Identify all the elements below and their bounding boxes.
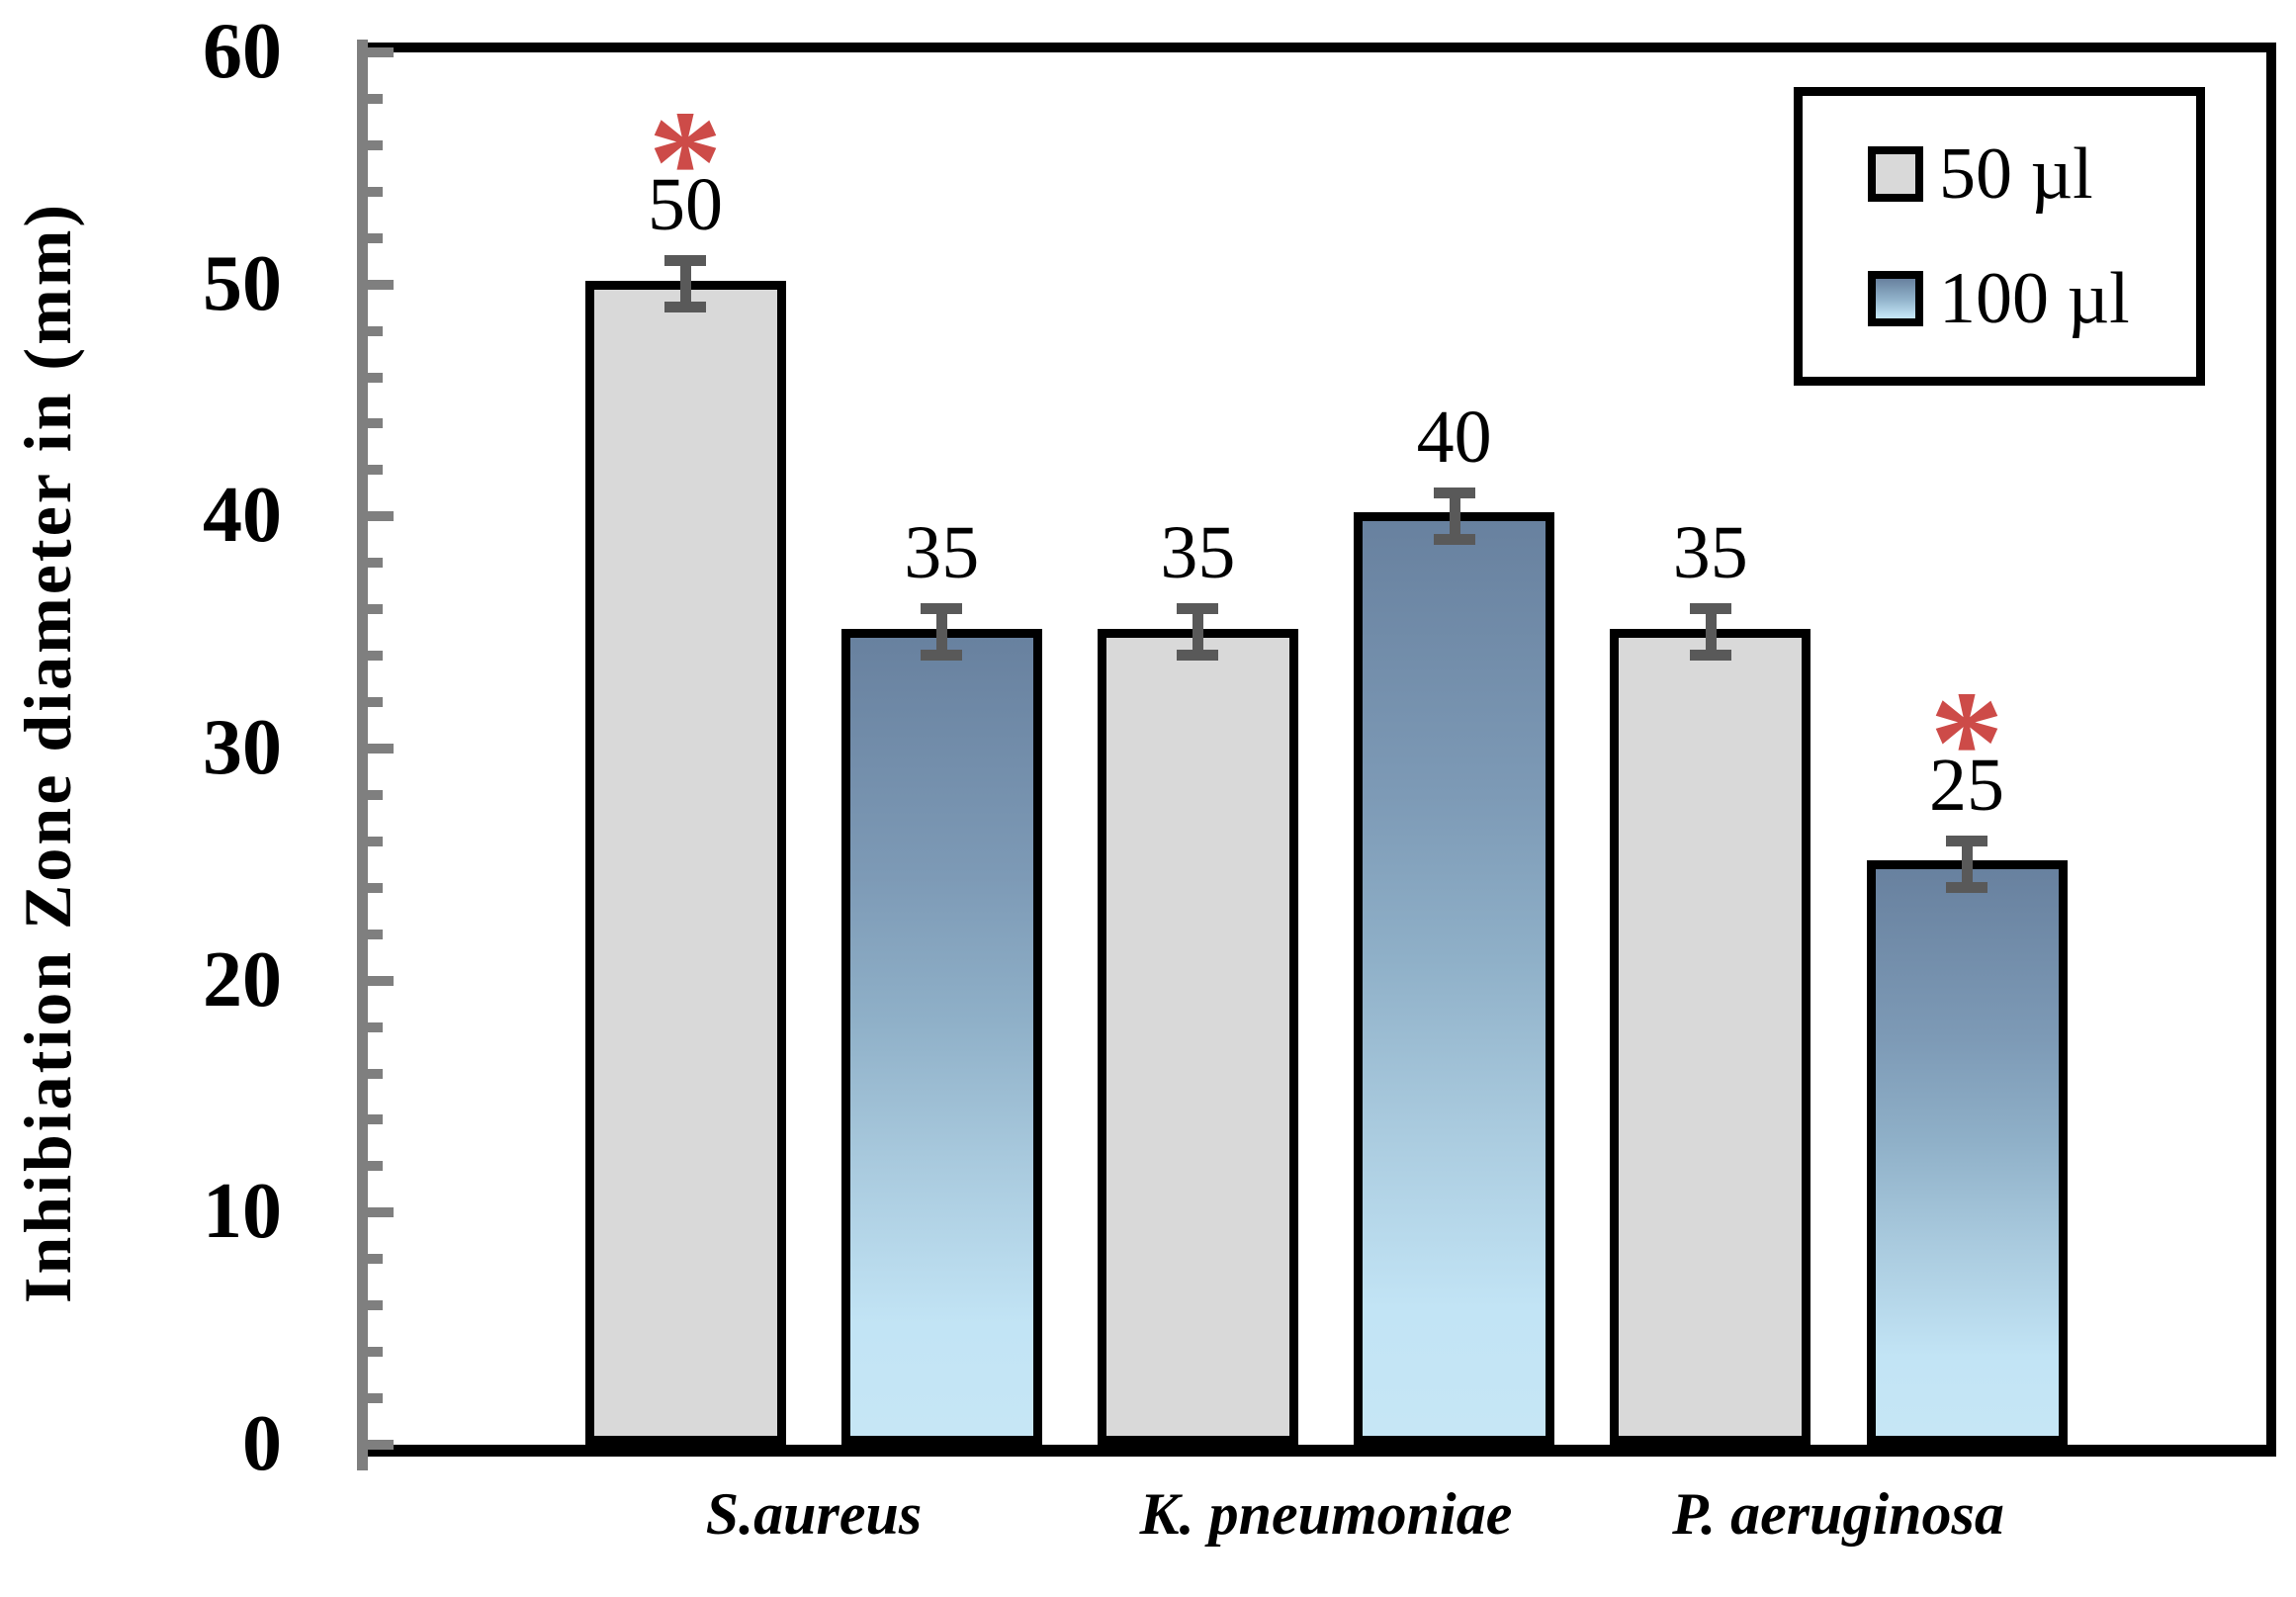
legend-item-100ul: 100 µl xyxy=(1868,262,2196,335)
error-bar-cap-top xyxy=(1946,835,1987,846)
y-minor-tick xyxy=(368,465,383,476)
error-bar-cap-bottom xyxy=(1689,650,1731,662)
error-bar-cap-bottom xyxy=(664,302,706,313)
y-minor-tick xyxy=(368,1114,383,1125)
y-major-tick xyxy=(368,47,394,57)
error-bar-line xyxy=(936,609,948,657)
legend-item-50ul: 50 µl xyxy=(1868,137,2196,211)
bar-series1-1 xyxy=(1354,512,1555,1445)
y-minor-tick xyxy=(368,186,383,197)
significance-asterisk: * xyxy=(1929,660,2004,825)
y-minor-tick xyxy=(368,1300,383,1311)
y-tick-label: 60 xyxy=(203,8,282,95)
y-minor-tick xyxy=(368,604,383,615)
y-minor-tick xyxy=(368,372,383,383)
bar-value-label: 25 xyxy=(1929,743,2004,827)
y-minor-tick xyxy=(368,697,383,708)
y-minor-tick xyxy=(368,139,383,150)
y-minor-tick xyxy=(368,418,383,429)
error-bar-cap-top xyxy=(1177,603,1219,615)
legend-swatch-50ul-icon xyxy=(1868,146,1923,202)
y-major-tick xyxy=(368,1440,394,1450)
y-axis-line xyxy=(357,40,368,1470)
bar-series0-2 xyxy=(1610,628,1811,1445)
y-minor-tick xyxy=(368,929,383,939)
error-bar-cap-bottom xyxy=(1946,881,1987,893)
error-bar-line xyxy=(680,261,691,309)
bar-value-label: 50 xyxy=(648,163,723,247)
y-major-tick xyxy=(368,1207,394,1218)
y-tick-label: 50 xyxy=(203,239,282,327)
y-minor-tick xyxy=(368,93,383,104)
y-major-tick xyxy=(368,511,394,522)
y-tick-label: 40 xyxy=(203,472,282,560)
error-bar-cap-top xyxy=(921,603,963,615)
significance-asterisk: * xyxy=(648,80,723,245)
error-bar-line xyxy=(1449,492,1460,540)
y-minor-tick xyxy=(368,882,383,893)
legend-label-100ul: 100 µl xyxy=(1939,258,2130,339)
error-bar-cap-top xyxy=(664,255,706,267)
error-bar-line xyxy=(1192,609,1204,657)
error-bar-cap-bottom xyxy=(1433,533,1475,545)
bar-series1-0 xyxy=(840,628,1042,1445)
error-bar-cap-bottom xyxy=(921,650,963,662)
y-minor-tick xyxy=(368,1393,383,1404)
legend: 50 µl 100 µl xyxy=(1794,87,2205,386)
bar-value-label: 35 xyxy=(1672,511,1748,595)
y-minor-tick xyxy=(368,1254,383,1265)
y-major-tick xyxy=(368,744,394,754)
legend-swatch-100ul-icon xyxy=(1868,271,1923,326)
error-bar-cap-top xyxy=(1433,487,1475,498)
bar-value-label: 35 xyxy=(1160,511,1236,595)
error-bar-cap-bottom xyxy=(1177,650,1219,662)
y-tick-label: 0 xyxy=(242,1400,282,1487)
category-label-p-aeruginosa: P. aeruginosa xyxy=(1672,1481,2004,1547)
bar-series0-1 xyxy=(1097,628,1298,1445)
error-bar-cap-top xyxy=(1689,603,1731,615)
y-minor-tick xyxy=(368,1068,383,1079)
y-minor-tick xyxy=(368,1161,383,1172)
y-tick-label: 20 xyxy=(203,935,282,1023)
y-minor-tick xyxy=(368,836,383,846)
y-minor-tick xyxy=(368,651,383,662)
category-label-s-aureus: S.aureus xyxy=(705,1481,923,1547)
bar-value-label: 35 xyxy=(904,511,980,595)
y-minor-tick xyxy=(368,1347,383,1358)
legend-label-50ul: 50 µl xyxy=(1939,133,2093,215)
error-bar-line xyxy=(1962,841,1973,888)
y-minor-tick xyxy=(368,325,383,336)
category-label-k-pneumoniae: K. pneumoniae xyxy=(1139,1481,1513,1547)
y-tick-label: 10 xyxy=(203,1168,282,1256)
bar-value-label: 40 xyxy=(1416,395,1492,479)
y-tick-label: 30 xyxy=(203,704,282,791)
y-major-tick xyxy=(368,975,394,986)
bar-series1-2 xyxy=(1866,860,2068,1445)
y-minor-tick xyxy=(368,558,383,569)
y-major-tick xyxy=(368,279,394,290)
y-minor-tick xyxy=(368,789,383,800)
bar-series0-0 xyxy=(584,280,786,1445)
y-minor-tick xyxy=(368,232,383,243)
y-minor-tick xyxy=(368,1021,383,1032)
error-bar-line xyxy=(1705,609,1717,657)
plot-frame xyxy=(362,43,2276,1457)
